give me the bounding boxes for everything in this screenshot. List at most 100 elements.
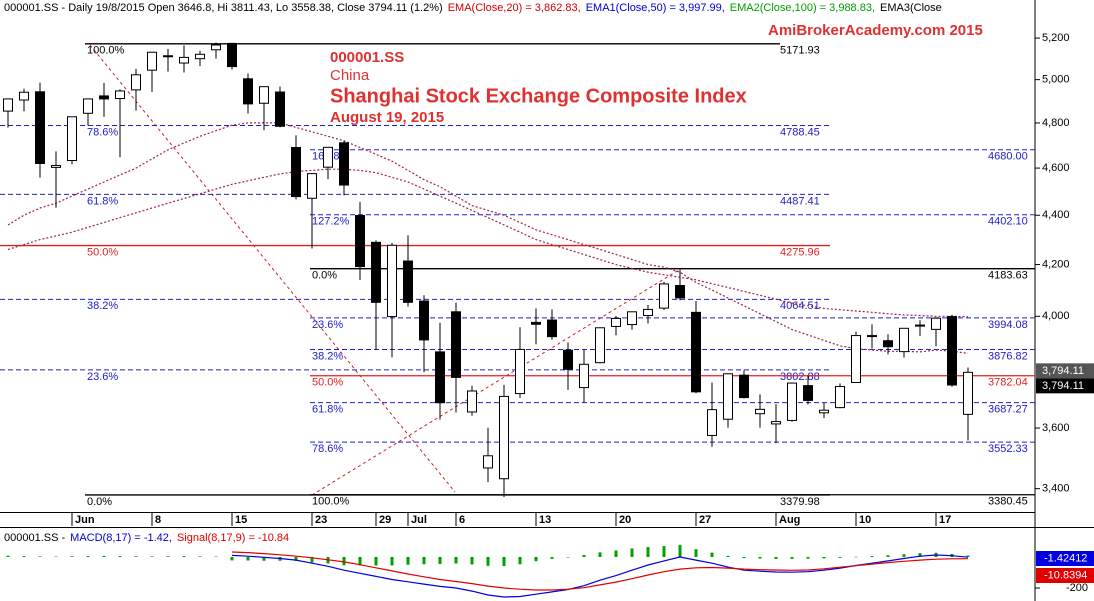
- candle-body: [867, 335, 877, 338]
- candle-body: [531, 321, 541, 325]
- fib-pct-label: 50.0%: [312, 377, 343, 389]
- pane-header: 000001.SS - Daily 19/8/2015 Open 3646.8,…: [4, 2, 942, 14]
- macd-histogram-bar: [6, 555, 10, 557]
- macd-histogram-bar: [294, 556, 298, 561]
- candle-body: [35, 91, 45, 164]
- macd-histogram-bar: [374, 556, 378, 566]
- macd-histogram-bar: [918, 553, 922, 557]
- macd-histogram-bar: [502, 556, 506, 566]
- candle-body: [643, 308, 653, 317]
- fib-price-label: 4275.96: [780, 246, 820, 258]
- candle-body: [819, 409, 829, 414]
- fib-trend-line: [311, 267, 683, 496]
- candle-body: [19, 91, 29, 101]
- fib-trend-line: [89, 44, 456, 493]
- macd-histogram-bar: [790, 556, 794, 559]
- fib-price-label: 4064.51: [780, 300, 820, 312]
- macd-histogram-bar: [38, 556, 42, 557]
- candle-body: [515, 348, 525, 395]
- x-tick-label: Aug: [779, 514, 800, 526]
- y-tick-label: 4,000: [1042, 310, 1070, 322]
- macd-histogram-bar: [422, 556, 426, 565]
- candle-body: [291, 147, 301, 198]
- ema-line: [7, 168, 969, 318]
- macd-histogram-bar: [902, 554, 906, 557]
- macd-histogram-bar: [358, 556, 362, 566]
- candle-body: [307, 173, 317, 199]
- macd-histogram-bar: [550, 556, 554, 559]
- candle-body: [195, 53, 205, 60]
- macd-histogram-bar: [518, 556, 522, 565]
- header-segment: Signal(8,17,9) = -10.84: [177, 532, 289, 544]
- macd-histogram-bar: [150, 556, 154, 557]
- candle-body: [547, 319, 557, 338]
- fib-pct-label: 50.0%: [87, 246, 118, 258]
- candle-body: [275, 91, 285, 127]
- value-box: [1036, 551, 1094, 566]
- x-tick-label: 29: [379, 514, 391, 526]
- candle-body: [883, 340, 893, 348]
- macd-histogram-bar: [726, 555, 730, 557]
- fib-pct-label: 0.0%: [87, 496, 112, 508]
- macd-histogram-bar: [678, 544, 682, 557]
- macd-histogram-bar: [694, 549, 698, 557]
- candle-body: [739, 374, 749, 399]
- fib-pct-label: 61.8%: [312, 404, 343, 416]
- macd-histogram-bar: [870, 556, 874, 557]
- macd-histogram-bar: [966, 555, 970, 557]
- candle-body: [787, 382, 797, 421]
- fib-pct-label: 78.6%: [312, 443, 343, 455]
- macd-histogram-bar: [86, 556, 90, 557]
- fib-price-label: 3380.45: [988, 496, 1028, 508]
- macd-histogram-bar: [854, 556, 858, 558]
- fib-price-label: 4402.10: [988, 216, 1028, 228]
- candle-body: [163, 55, 173, 58]
- macd-histogram-bar: [838, 556, 842, 558]
- candle-body: [403, 260, 413, 303]
- candle-body: [419, 300, 429, 341]
- candle-body: [99, 95, 109, 100]
- y-tick-label: 4,600: [1042, 162, 1070, 174]
- y-tick-label: 4,400: [1042, 209, 1070, 221]
- candle-body: [947, 316, 957, 386]
- macd-histogram-bar: [598, 552, 602, 557]
- candle-body: [627, 311, 637, 326]
- candle-body: [899, 327, 909, 353]
- macd-histogram-bar: [822, 556, 826, 559]
- macd-line: [231, 551, 969, 591]
- candle-body: [323, 146, 333, 168]
- macd-histogram-bar: [310, 556, 314, 563]
- header-segment: EMA1(Close,50) = 3,997.99,: [586, 2, 725, 14]
- candle-body: [931, 317, 941, 330]
- x-tick-label: 13: [539, 514, 551, 526]
- macd-histogram-bar: [630, 548, 634, 557]
- candle-body: [499, 395, 509, 480]
- candle-body: [755, 408, 765, 415]
- value-box: [1036, 568, 1094, 583]
- y-tick-label: 4,800: [1042, 117, 1070, 129]
- x-tick-label: 20: [619, 514, 631, 526]
- price-box: [1036, 378, 1094, 394]
- macd-histogram-bar: [454, 556, 458, 564]
- candle-body: [259, 86, 269, 104]
- candle-body: [675, 284, 685, 299]
- macd-histogram-bar: [470, 556, 474, 565]
- fib-price-label: 4788.45: [780, 126, 820, 138]
- macd-histogram-bar: [486, 556, 490, 566]
- macd-histogram-bar: [166, 556, 170, 557]
- header-segment: EMA2(Close,100) = 3,988.83,: [730, 2, 875, 14]
- symbol-annotation: 000001.SS: [330, 49, 404, 66]
- fib-price-label: 5171.93: [780, 45, 820, 57]
- candle-body: [579, 363, 589, 389]
- candle-body: [387, 244, 397, 318]
- candle-body: [659, 283, 669, 309]
- chart-title: Shanghai Stock Exchange Composite Index: [330, 85, 747, 107]
- fib-pct-label: 127.2%: [312, 216, 350, 228]
- value-box-label: -10.8394: [1044, 569, 1087, 581]
- macd-histogram-bar: [198, 556, 202, 557]
- fib-price-label: 3876.82: [988, 350, 1028, 362]
- candle-body: [851, 335, 861, 383]
- ema-line: [7, 122, 969, 354]
